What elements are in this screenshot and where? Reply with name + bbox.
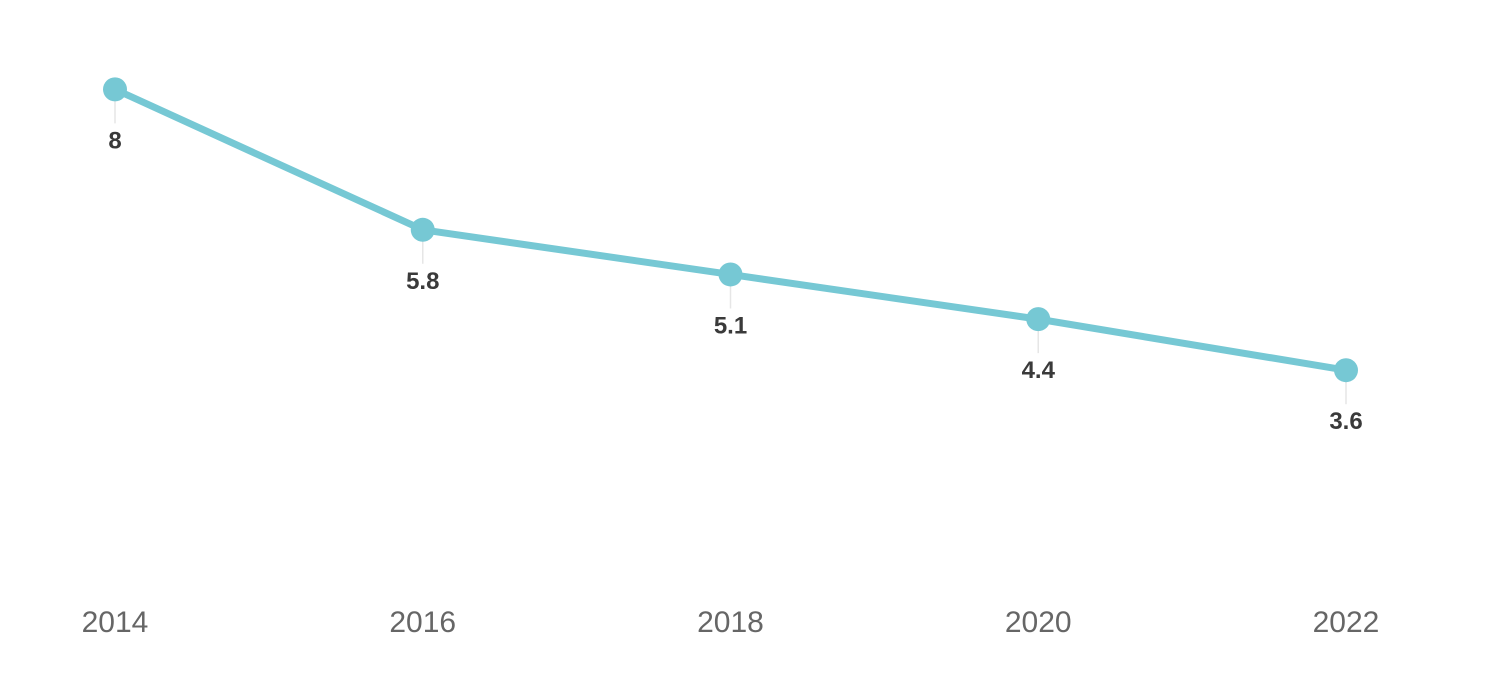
leader-lines	[114, 89, 1347, 405]
data-point-2016[interactable]	[410, 217, 435, 242]
x-tick-label-2022: 2022	[1313, 606, 1380, 639]
data-label-2022: 3.6	[1329, 408, 1362, 435]
data-point-2014[interactable]	[103, 77, 127, 102]
data-point-2022[interactable]	[1334, 358, 1358, 383]
points-layer	[103, 77, 1358, 383]
data-label-2020: 4.4	[1022, 357, 1056, 384]
x-tick-label-2016: 2016	[389, 606, 456, 639]
x-tick-label-2014: 2014	[82, 606, 149, 639]
data-point-2018[interactable]	[718, 262, 743, 287]
data-label-2016: 5.8	[406, 268, 439, 295]
data-label-2018: 5.1	[714, 312, 747, 339]
x-tick-label-2018: 2018	[697, 606, 764, 639]
data-point-2020[interactable]	[1026, 307, 1051, 332]
data-label-2014: 8	[108, 127, 121, 154]
data-labels: 8 5.8 5.1 4.4 3.6	[108, 127, 1362, 435]
x-axis: 2014 2016 2018 2020 2022	[82, 606, 1380, 639]
x-tick-label-2020: 2020	[1005, 606, 1072, 639]
